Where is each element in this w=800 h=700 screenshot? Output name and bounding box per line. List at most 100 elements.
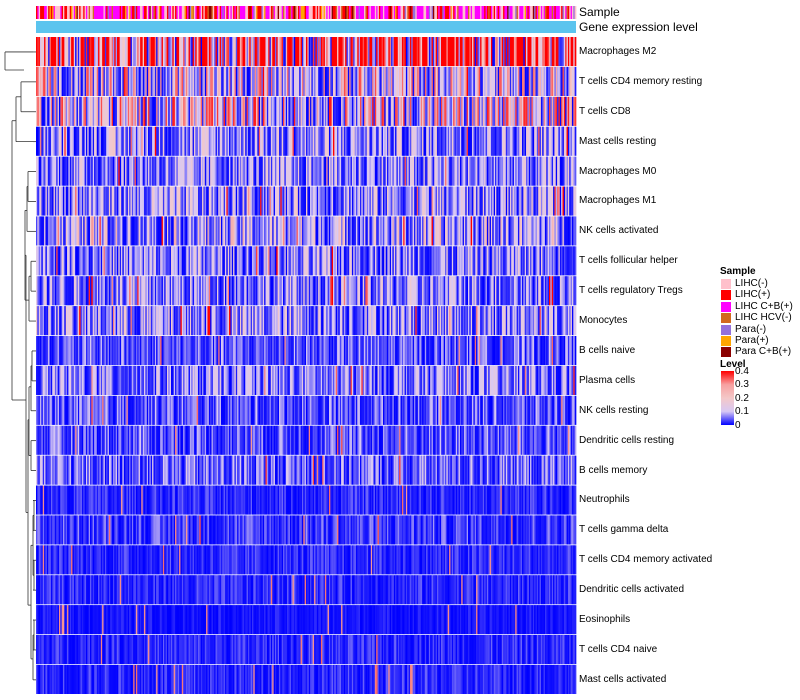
heatmap-cell <box>322 365 324 395</box>
heatmap-cell <box>391 276 393 306</box>
heatmap-cell <box>219 37 222 67</box>
heatmap-cell <box>95 156 98 186</box>
heatmap-cell <box>206 37 208 67</box>
heatmap-cell <box>269 96 272 126</box>
heatmap-cell <box>547 37 550 67</box>
heatmap-cell <box>477 276 480 306</box>
heatmap-cell <box>71 246 73 276</box>
heatmap-cell <box>384 66 386 96</box>
heatmap-cell <box>185 216 188 246</box>
heatmap-cell <box>555 126 558 156</box>
heatmap-cell <box>106 246 108 276</box>
heatmap-cell <box>315 96 318 126</box>
heatmap-cell <box>459 66 462 96</box>
heatmap-cell <box>41 276 44 306</box>
heatmap-cell <box>108 186 111 216</box>
heatmap-cell <box>264 186 266 216</box>
heatmap-cell <box>68 126 71 156</box>
heatmap-cell <box>427 37 430 67</box>
heatmap-cell <box>223 126 226 156</box>
heatmap-cell <box>67 66 69 96</box>
heatmap-cell <box>130 156 133 186</box>
heatmap-cell <box>41 66 44 96</box>
heatmap-cell <box>546 156 548 186</box>
heatmap-cell <box>38 336 41 366</box>
heatmap-cell <box>387 306 389 336</box>
heatmap-cell <box>218 306 220 336</box>
heatmap-cell <box>115 276 118 306</box>
heatmap-cell <box>103 186 106 216</box>
heatmap-cell <box>493 66 496 96</box>
heatmap-cell <box>289 126 292 156</box>
heatmap-cell <box>462 336 465 366</box>
heatmap-cell <box>343 96 346 126</box>
heatmap-cell <box>103 66 106 96</box>
heatmap-cell <box>481 276 484 306</box>
heatmap-cell <box>88 186 91 216</box>
heatmap-cell <box>134 66 137 96</box>
heatmap-cell <box>468 336 470 366</box>
heatmap-cell <box>63 66 65 96</box>
heatmap-cell <box>40 66 42 96</box>
heatmap-cell <box>415 37 418 67</box>
heatmap-cell <box>499 96 501 126</box>
heatmap-cell <box>112 156 115 186</box>
heatmap-cell <box>49 395 52 425</box>
heatmap-cell <box>168 365 170 395</box>
heatmap-cell <box>292 126 295 156</box>
heatmap-cell <box>368 186 370 216</box>
heatmap-cell <box>436 186 439 216</box>
heatmap-cell <box>343 336 346 366</box>
heatmap-cell <box>296 126 299 156</box>
heatmap-cell <box>516 126 519 156</box>
heatmap-cell <box>465 246 467 276</box>
heatmap-cell <box>145 96 148 126</box>
heatmap-cell <box>509 96 512 126</box>
heatmap-cell <box>557 246 559 276</box>
heatmap-cell <box>218 186 220 216</box>
heatmap-cell <box>557 336 559 366</box>
heatmap-cell <box>293 96 296 126</box>
heatmap-cell <box>162 96 165 126</box>
heatmap-cell <box>207 246 210 276</box>
heatmap-cell <box>527 156 530 186</box>
heatmap-cell <box>503 216 505 246</box>
heatmap-cell <box>391 336 393 366</box>
heatmap-cell <box>50 276 53 306</box>
heatmap-cell <box>264 365 266 395</box>
heatmap-cell <box>495 186 497 216</box>
heatmap-cell <box>96 156 99 186</box>
heatmap-cell <box>87 126 89 156</box>
heatmap-cell <box>314 156 316 186</box>
heatmap-cell <box>191 395 193 425</box>
heatmap-cell <box>168 306 170 336</box>
heatmap-cell <box>103 37 106 67</box>
heatmap-cell <box>557 306 559 336</box>
heatmap-cell <box>480 276 482 306</box>
heatmap-cell <box>165 156 168 186</box>
heatmap-cell <box>245 365 247 395</box>
heatmap-cell <box>468 365 470 395</box>
heatmap-cell <box>372 156 374 186</box>
heatmap-cell <box>528 156 531 186</box>
heatmap-cell <box>334 37 337 67</box>
heatmap-cell <box>117 126 119 156</box>
heatmap-cell <box>319 126 322 156</box>
heatmap-cell <box>489 96 492 126</box>
heatmap-cell <box>270 395 273 425</box>
heatmap-cell <box>249 306 251 336</box>
heatmap-cell <box>279 395 281 425</box>
heatmap-cell <box>441 126 443 156</box>
heatmap-cell <box>422 126 424 156</box>
heatmap-cell <box>238 365 241 395</box>
heatmap-cell <box>100 216 103 246</box>
heatmap-cell <box>281 276 284 306</box>
heatmap-cell <box>95 96 98 126</box>
heatmap-cell <box>531 306 534 336</box>
heatmap-cell <box>364 156 366 186</box>
heatmap-cell <box>252 96 254 126</box>
heatmap-cell <box>299 126 301 156</box>
heatmap-cell <box>480 336 482 366</box>
heatmap-cell <box>495 66 497 96</box>
